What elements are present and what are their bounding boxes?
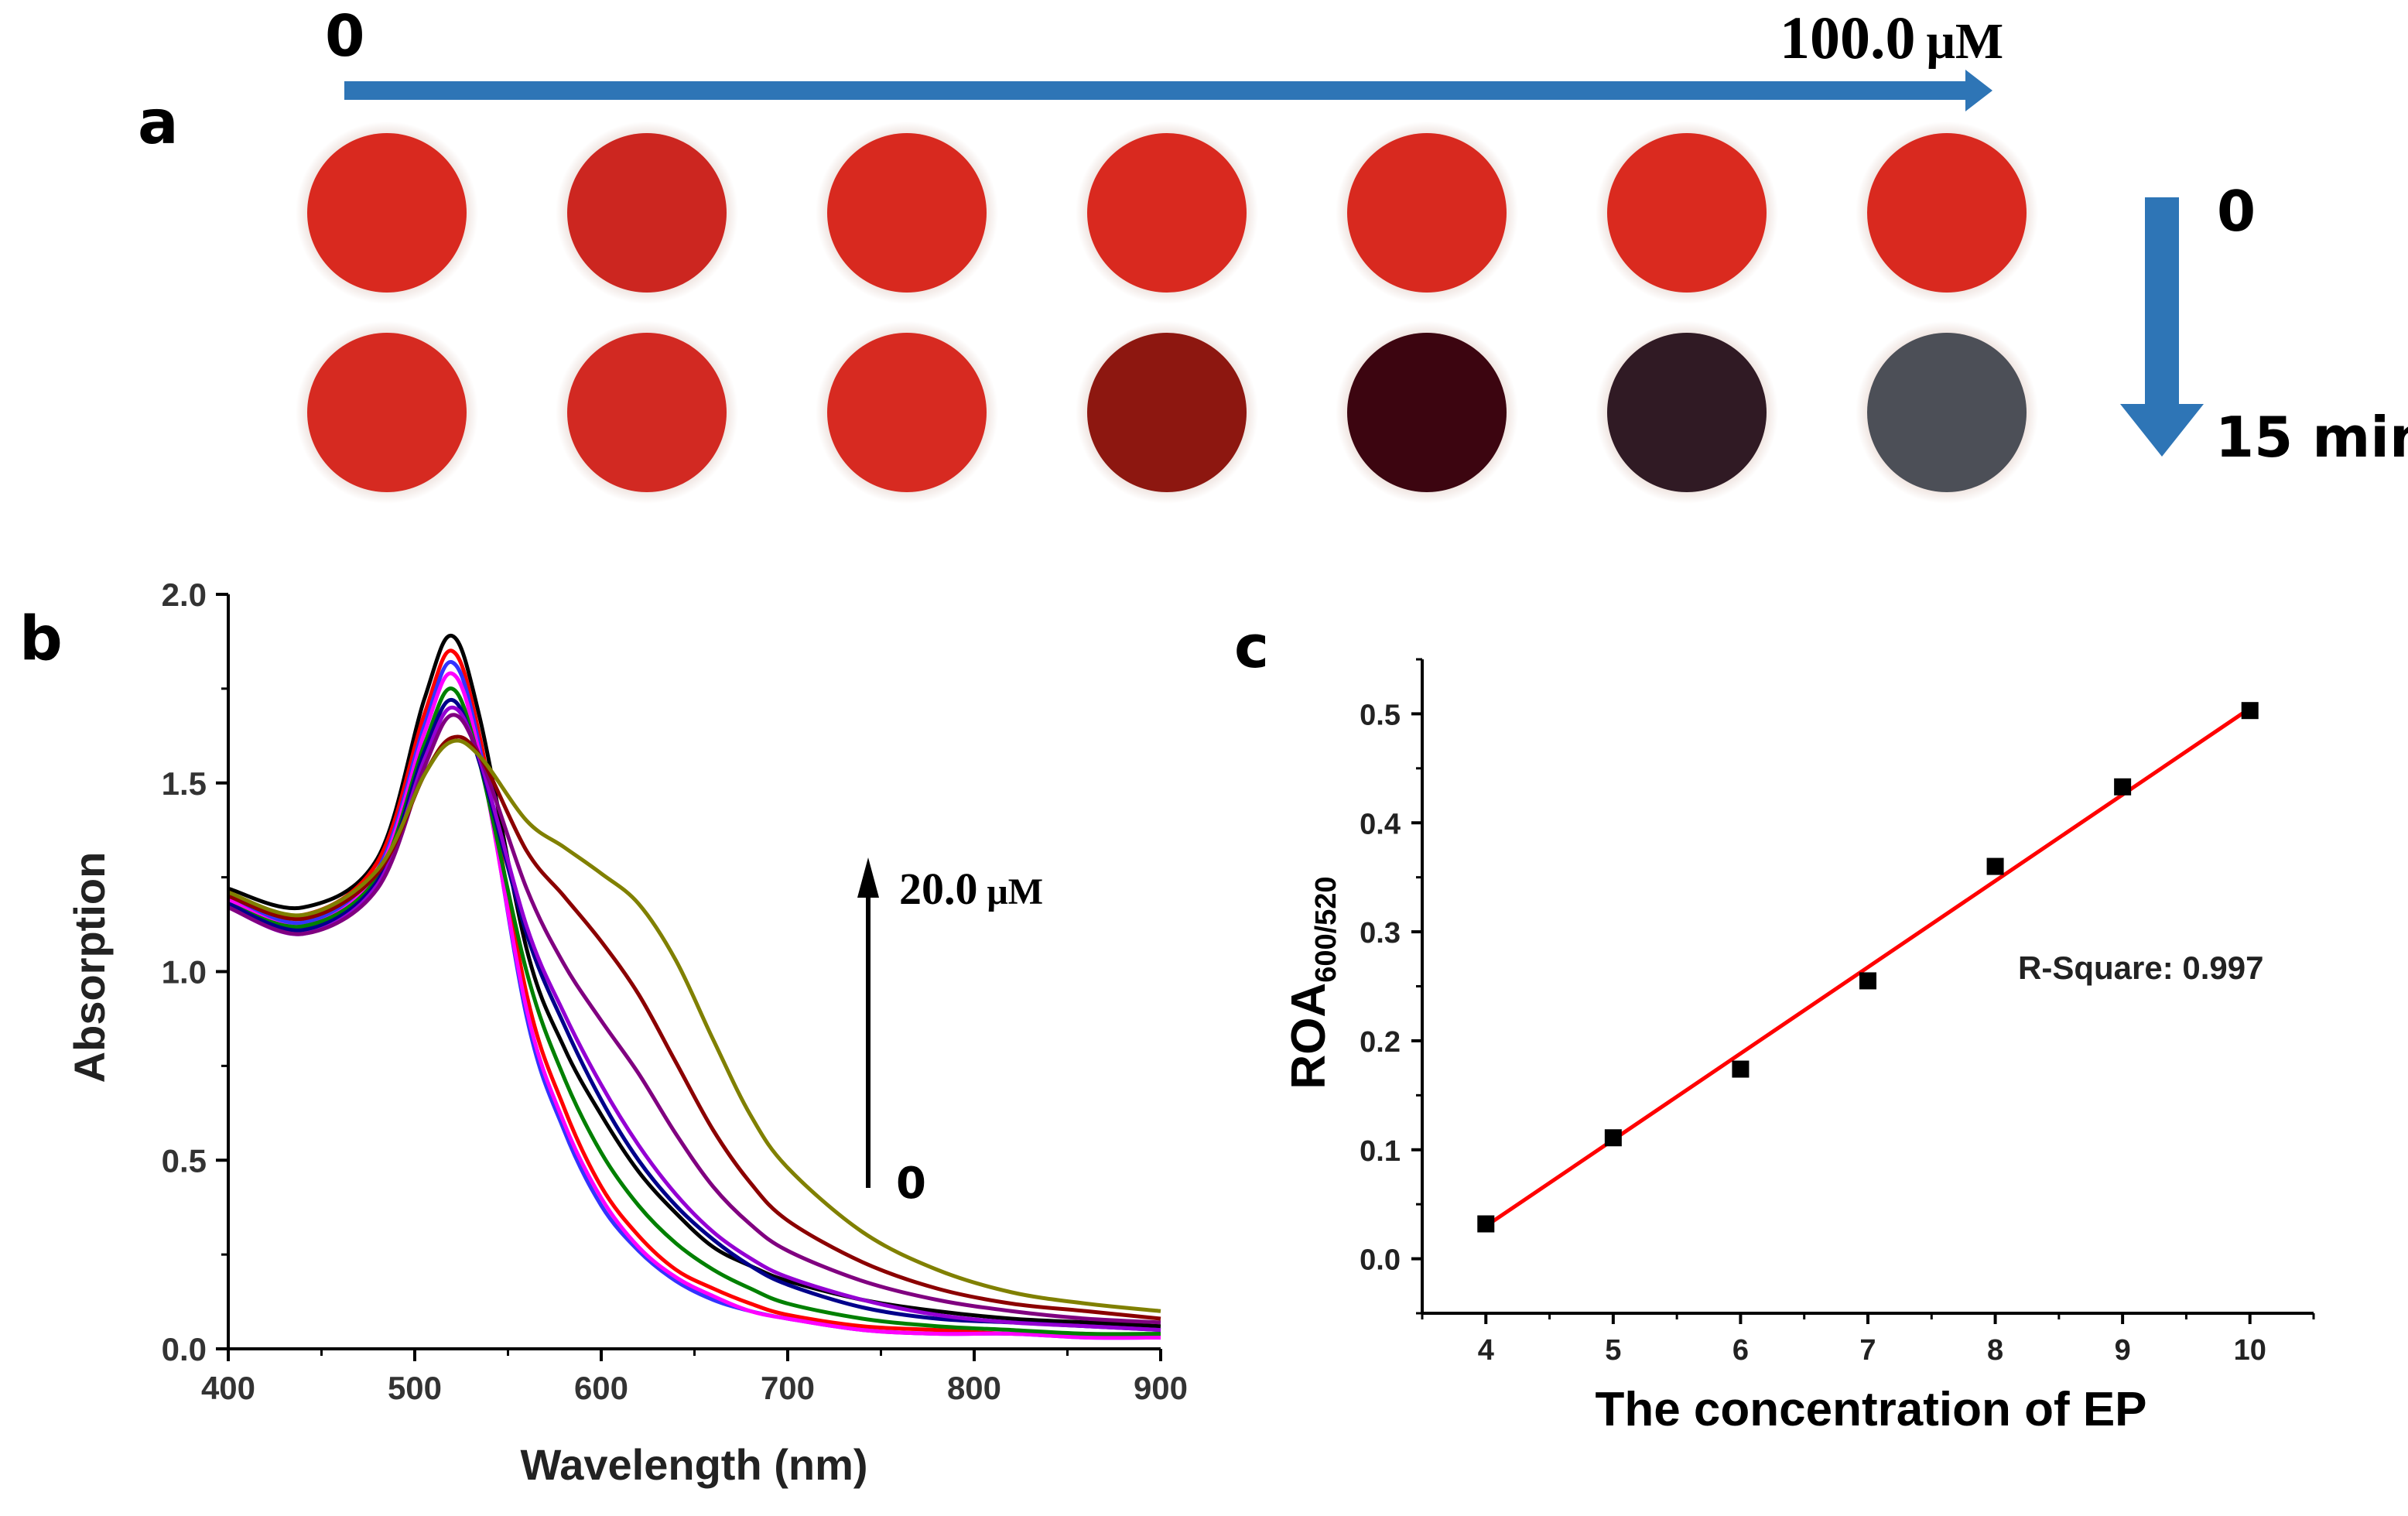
spectra-annotation-bottom: 0	[896, 1158, 926, 1209]
calibration-y-axis-main: ROA	[1282, 983, 1336, 1090]
calibration-point	[1986, 857, 2004, 875]
spectra-annotation-top: 20.0 μM	[899, 864, 1043, 914]
calibration-x-tick-label: 7	[1859, 1334, 1876, 1367]
concentration-end-unit: μM	[1927, 13, 2004, 70]
panel-c: c 4 5 6 7 8 9 10 0.0 0.1 0.2 0.3 0.4 0.5 The concent…	[1234, 612, 2315, 1436]
panel-a: a 0 100.0 μM 0 15 min	[138, 3, 2408, 504]
panel-a-letter: a	[138, 88, 179, 158]
calibration-x-tick-label: 8	[1987, 1334, 2003, 1367]
spectrum-line-5	[227, 686, 1161, 1336]
time-arrow	[2120, 197, 2204, 457]
well-15min-7	[1867, 333, 2027, 492]
spectra-y-tick-label: 2.0	[162, 577, 207, 613]
spectra-x-tick-label: 500	[388, 1370, 442, 1406]
panel-c-letter: c	[1234, 612, 1269, 681]
concentration-end-value: 100.0	[1780, 4, 1916, 71]
calibration-y-tick-label: 0.2	[1360, 1026, 1401, 1059]
well-0min-7	[1867, 133, 2027, 293]
spectra-x-tick-label: 800	[947, 1370, 1001, 1406]
spectra-annotation-value: 20.0	[899, 864, 978, 914]
calibration-point	[1604, 1129, 1622, 1147]
calibration-x-axis-label: The concentration of EP	[1595, 1383, 2146, 1436]
well-plate	[296, 121, 2038, 504]
calibration-y-axis-label: ROA600/520	[1282, 876, 1343, 1089]
calibration-point	[1859, 972, 1876, 990]
calibration-chart: 4 5 6 7 8 9 10 0.0 0.1 0.2 0.3 0.4 0.5	[1360, 658, 2315, 1367]
well-15min-4	[1087, 333, 1247, 492]
calibration-y-tick-label: 0.1	[1360, 1135, 1401, 1168]
panel-b-letter: b	[19, 604, 63, 674]
spectra-y-tick-label: 0.5	[162, 1142, 207, 1179]
calibration-y-tick-label: 0.4	[1360, 808, 1401, 840]
well-15min-5	[1347, 333, 1507, 492]
spectra-annotation-unit: μM	[987, 871, 1044, 912]
well-15min-6	[1607, 333, 1767, 492]
well-0min-5	[1347, 133, 1507, 293]
r-square-annotation: R-Square: 0.997	[2018, 950, 2263, 986]
calibration-point	[2241, 702, 2259, 720]
spectra-y-tick-label: 0.0	[162, 1331, 207, 1367]
calibration-point	[1732, 1060, 1750, 1078]
spectra-x-axis-label: Wavelength (nm)	[520, 1440, 867, 1489]
time-end-label: 15 min	[2215, 405, 2408, 470]
calibration-point	[1477, 1215, 1495, 1233]
spectra-chart: 400 500 600 700 800 900 0.0 0.5 1.0 1.5 2.0	[162, 577, 1188, 1406]
concentration-up-arrow	[857, 857, 879, 1188]
concentration-end-label: 100.0 μM	[1780, 4, 2003, 71]
time-start-label: 0	[2217, 179, 2256, 244]
concentration-start-label: 0	[325, 3, 365, 70]
spectrum-line-4	[227, 671, 1161, 1340]
well-15min-3	[827, 333, 987, 492]
well-15min-1	[307, 333, 467, 492]
well-0min-4	[1087, 133, 1247, 293]
calibration-point	[2114, 778, 2132, 796]
spectra-x-tick-label: 900	[1134, 1370, 1188, 1406]
spectrum-line-1	[227, 634, 1161, 1329]
spectra-x-tick-label: 700	[761, 1370, 815, 1406]
calibration-y-tick-label: 0.3	[1360, 917, 1401, 950]
calibration-y-tick-label: 0.5	[1360, 699, 1401, 731]
well-0min-6	[1607, 133, 1767, 293]
well-0min-1	[307, 133, 467, 293]
calibration-y-axis-sub: 600/520	[1310, 876, 1343, 982]
panel-b: b 400 500 600 700 800 900 0.0 0.5 1.0 1.5 2.0 Wave…	[19, 577, 1188, 1489]
well-0min-3	[827, 133, 987, 293]
calibration-x-tick-label: 9	[2115, 1334, 2131, 1367]
spectrum-line-2	[227, 648, 1161, 1340]
calibration-x-tick-label: 6	[1732, 1334, 1749, 1367]
spectrum-line-6	[227, 698, 1161, 1333]
spectra-y-tick-label: 1.5	[162, 765, 207, 802]
concentration-arrow	[344, 70, 1992, 111]
calibration-x-tick-label: 10	[2234, 1334, 2266, 1367]
spectrum-line-7	[227, 705, 1161, 1333]
well-0min-2	[567, 133, 727, 293]
spectra-x-tick-label: 600	[574, 1370, 628, 1406]
spectrum-line-10	[227, 738, 1161, 1313]
spectra-y-axis-label: Absorption	[65, 852, 114, 1083]
calibration-x-tick-label: 4	[1478, 1334, 1494, 1367]
calibration-x-tick-label: 5	[1605, 1334, 1621, 1367]
calibration-y-tick-label: 0.0	[1360, 1244, 1401, 1277]
spectra-y-tick-label: 1.0	[162, 954, 207, 991]
well-15min-2	[567, 333, 727, 492]
spectra-x-tick-label: 400	[201, 1370, 255, 1406]
